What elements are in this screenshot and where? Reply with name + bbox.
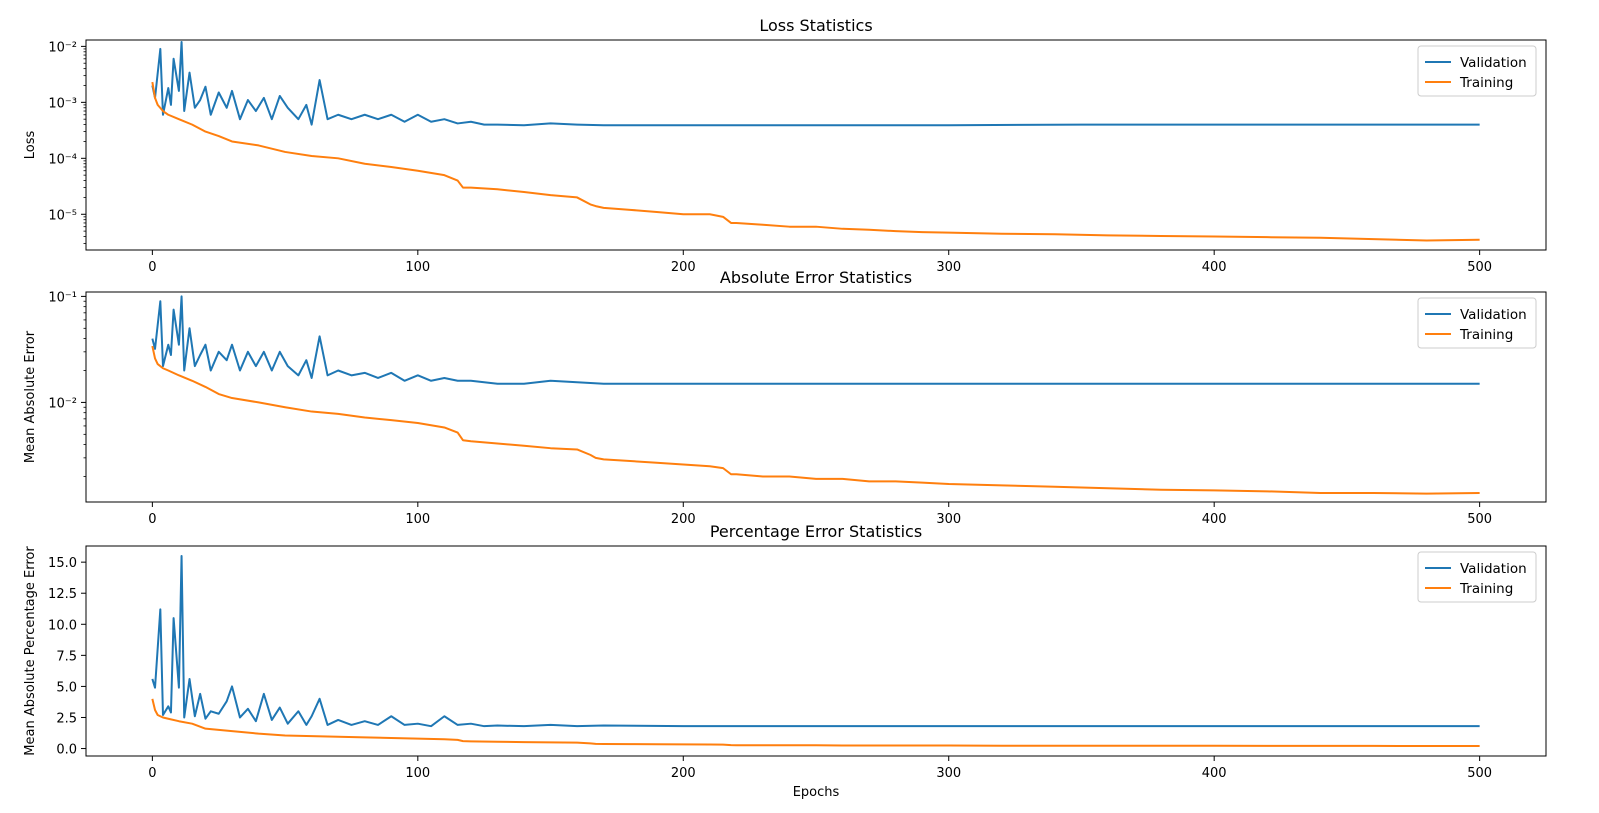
- series-line-training: [151, 345, 1480, 495]
- chart-title: Percentage Error Statistics: [710, 522, 922, 541]
- y-tick-label: 0.0: [56, 743, 77, 758]
- y-tick-label: 10.0: [48, 618, 77, 633]
- x-tick-label: 300: [936, 260, 961, 275]
- x-tick-label: 200: [671, 512, 696, 527]
- y-tick-label: 10⁻³: [48, 96, 77, 111]
- series-line-training: [151, 81, 1480, 242]
- legend-label-validation: Validation: [1460, 307, 1527, 323]
- series-line-training: [151, 698, 1480, 748]
- legend-label-training: Training: [1459, 75, 1513, 91]
- axes-frame: [85, 545, 1547, 757]
- y-tick-label: 5.0: [56, 680, 77, 695]
- x-tick-label: 200: [671, 766, 696, 781]
- x-tick-label: 500: [1467, 512, 1492, 527]
- legend-label-validation: Validation: [1460, 561, 1527, 577]
- y-tick-label: 10⁻¹: [48, 290, 77, 305]
- legend-label-validation: Validation: [1460, 55, 1527, 71]
- y-tick-label: 12.5: [48, 587, 77, 602]
- y-axis-label: Mean Absolute Error: [23, 330, 38, 463]
- x-tick-label: 300: [936, 766, 961, 781]
- x-tick-label: 100: [405, 766, 430, 781]
- y-tick-label: 10⁻⁵: [48, 208, 77, 223]
- legend-label-training: Training: [1459, 581, 1513, 597]
- legend-box: [1417, 45, 1537, 97]
- y-tick-label: 7.5: [56, 649, 77, 664]
- y-tick-label: 2.5: [56, 711, 77, 726]
- x-tick-label: 400: [1202, 766, 1227, 781]
- legend: Validation Training: [1417, 45, 1537, 97]
- series-line-validation: [151, 295, 1480, 385]
- y-tick-label: 10⁻²: [48, 396, 77, 411]
- y-tick-label: 15.0: [48, 556, 77, 571]
- y-axis-label: Mean Absolute Percentage Error: [23, 546, 38, 756]
- x-tick-label: 400: [1202, 260, 1227, 275]
- series-line-validation: [151, 554, 1480, 728]
- series-line-validation: [151, 40, 1480, 127]
- chart-title: Loss Statistics: [759, 16, 872, 35]
- legend-box: [1417, 551, 1537, 603]
- legend-box: [1417, 297, 1537, 349]
- series-group: [151, 40, 1480, 242]
- loss-statistics-plot: 0 100 200 300 400 500 10⁻⁵ 10⁻⁴ 10⁻³ 10⁻² Loss Sta…: [23, 16, 1547, 275]
- legend: Validation Training: [1417, 551, 1537, 603]
- absolute-error-statistics-plot: 0 100 200 300 400 500 10⁻² 10⁻¹ Absolute Error S…: [23, 268, 1547, 527]
- legend-label-training: Training: [1459, 327, 1513, 343]
- x-tick-label: 500: [1467, 260, 1492, 275]
- y-axis-label: Loss: [23, 131, 38, 160]
- x-tick-label: 300: [936, 512, 961, 527]
- series-group: [151, 554, 1480, 748]
- x-tick-label: 500: [1467, 766, 1492, 781]
- x-tick-label: 200: [671, 260, 696, 275]
- x-tick-label: 0: [148, 260, 156, 275]
- axes-frame: [85, 39, 1547, 251]
- x-tick-label: 100: [405, 512, 430, 527]
- percentage-error-statistics-plot: 0 100 200 300 400 500 0.0 2.5 5.0 7.5 10.0 12.5 15.0…: [23, 522, 1547, 800]
- x-tick-label: 400: [1202, 512, 1227, 527]
- axes-frame: [85, 291, 1547, 503]
- y-tick-label: 10⁻²: [48, 40, 77, 55]
- x-tick-label: 100: [405, 260, 430, 275]
- x-tick-label: 0: [148, 766, 156, 781]
- series-group: [151, 295, 1480, 495]
- chart-title: Absolute Error Statistics: [720, 268, 912, 287]
- x-tick-label: 0: [148, 512, 156, 527]
- x-axis-label: Epochs: [793, 785, 840, 800]
- legend: Validation Training: [1417, 297, 1537, 349]
- y-tick-label: 10⁻⁴: [48, 152, 77, 167]
